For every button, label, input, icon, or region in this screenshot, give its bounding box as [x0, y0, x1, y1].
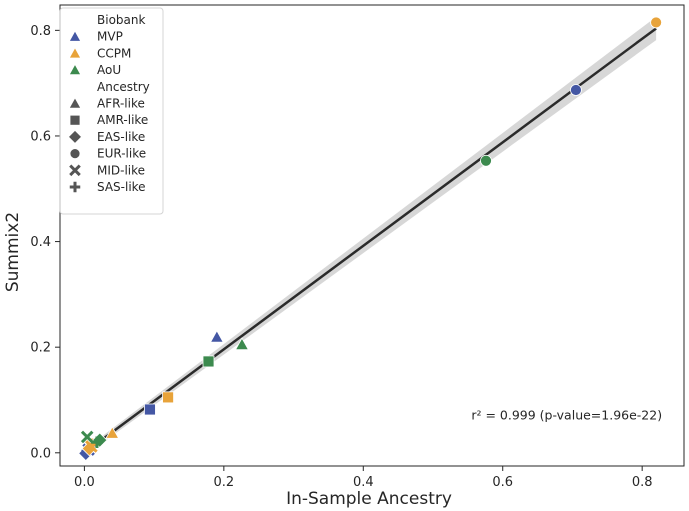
legend-label: CCPM	[97, 46, 131, 60]
fit-annotation: r² = 0.999 (p-value=1.96e-22)	[471, 408, 662, 423]
y-tick-label: 0.0	[30, 446, 51, 461]
legend-title: Biobank	[97, 13, 145, 27]
data-point	[105, 426, 120, 439]
data-point	[480, 154, 492, 167]
y-tick-label: 0.6	[30, 129, 51, 144]
y-tick-label: 0.4	[30, 235, 51, 250]
legend-label: EUR-like	[97, 147, 146, 161]
data-point	[91, 436, 103, 449]
legend-label: AMR-like	[97, 113, 148, 127]
y-axis-label: Summix2	[3, 212, 23, 292]
legend-marker	[68, 30, 82, 42]
legend-marker	[69, 164, 81, 177]
plot-area: 0.0 0.2 0.4 0.6 0.8 0.0 0.2 0.4 0.6 0.8 r² = 0.999…	[30, 4, 685, 490]
data-point	[202, 355, 215, 368]
y-tick-label: 0.8	[30, 24, 51, 39]
legend-marker	[69, 181, 81, 193]
legend-label: EAS-like	[97, 130, 145, 144]
x-tick-label: 0.4	[353, 475, 374, 490]
legend-marker	[67, 129, 83, 144]
legend-label: AFR-like	[97, 97, 145, 111]
legend-box	[59, 7, 164, 215]
legend-label: MID-like	[97, 163, 145, 177]
data-point	[570, 84, 582, 96]
x-tick-label: 0.0	[74, 475, 95, 490]
data-point	[162, 391, 174, 404]
legend-marker	[68, 46, 82, 59]
data-point	[650, 16, 663, 29]
x-tick-label: 0.2	[213, 475, 234, 490]
legend-marker	[68, 63, 82, 76]
legend-marker	[69, 114, 81, 126]
data-point	[234, 337, 249, 351]
legend-label: AoU	[97, 63, 121, 77]
legend-label: SAS-like	[97, 180, 146, 194]
legend-marker	[68, 96, 82, 109]
data-point	[209, 330, 224, 343]
legend-title: Ancestry	[97, 80, 150, 94]
x-axis-label: In-Sample Ancestry	[286, 489, 452, 509]
legend: Biobank MVP CCPM AoU Ancestry AFR-like AMR-lik…	[59, 7, 164, 215]
x-tick-label: 0.6	[492, 475, 513, 490]
data-point	[80, 430, 94, 444]
data-point	[144, 403, 156, 416]
legend-marker	[69, 148, 81, 160]
y-tick-label: 0.2	[30, 341, 51, 356]
x-tick-label: 0.8	[632, 475, 653, 490]
regression-line	[83, 27, 657, 454]
axes-frame	[59, 4, 685, 467]
legend-label: MVP	[97, 30, 123, 44]
